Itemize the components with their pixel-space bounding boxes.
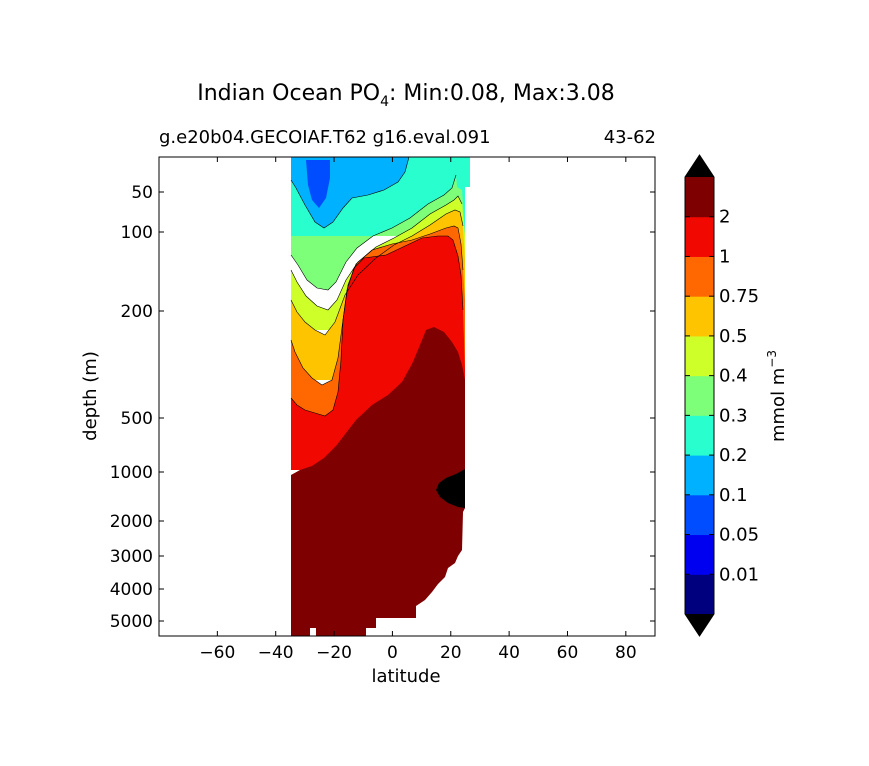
colorbar-outline — [684, 154, 715, 637]
colorbar-swatch — [685, 574, 714, 615]
y-tick-label: 500 — [121, 409, 153, 429]
y-tick-label: 50 — [131, 183, 153, 203]
colorbar-tick-label: 0.1 — [719, 485, 748, 506]
y-tick-label: 5000 — [110, 612, 153, 632]
colorbar-over-triangle — [685, 155, 714, 177]
contour-band-0.05 — [306, 160, 330, 208]
x-tick-label: 60 — [557, 643, 579, 663]
contour-band-0.3 — [291, 175, 465, 290]
x-axis-label: latitude — [371, 666, 440, 687]
chart-subtitle-left: g.e20b04.GECOIAF.T62 g16.eval.091 — [159, 127, 491, 148]
colorbar-swatch — [685, 296, 714, 337]
y-tick-label: 3000 — [110, 547, 153, 567]
contour-band-2 — [291, 327, 465, 636]
colorbar-swatch — [685, 335, 714, 377]
colorbar-tick-label: 1 — [719, 246, 730, 267]
colorbar-swatch — [685, 216, 714, 257]
colorbar-tick-label: 0.05 — [719, 525, 759, 546]
colorbar-swatch — [685, 375, 714, 416]
colorbar-tick-label: 0.01 — [719, 564, 759, 585]
colorbar-swatch — [685, 534, 714, 575]
colorbar-swatch — [685, 415, 714, 456]
chart-title: Indian Ocean PO4: Min:0.08, Max:3.08 — [197, 81, 615, 110]
colorbar-swatch — [685, 494, 714, 536]
x-axis-ticks: −60 −40 −20 0 20 40 60 80 — [199, 157, 637, 663]
colorbar-tick-label: 0.5 — [719, 326, 748, 347]
x-tick-label: −40 — [258, 643, 294, 663]
plot-frame — [158, 156, 656, 637]
chart-subtitle-right: 43-62 — [604, 127, 656, 148]
colorbar-tick-label: 0.3 — [719, 405, 748, 426]
colorbar-label: mmol m−3 — [765, 350, 789, 442]
colorbar-swatch — [685, 256, 714, 297]
contour-band-over — [436, 469, 465, 508]
y-axis-ticks: 50 100 200 500 1000 2000 3000 4000 5000 — [110, 183, 655, 632]
colorbar-tick-label: 0.2 — [719, 445, 748, 466]
y-tick-label: 2000 — [110, 512, 153, 532]
y-tick-label: 100 — [121, 223, 153, 243]
x-tick-label: 80 — [615, 643, 637, 663]
y-tick-label: 200 — [121, 302, 153, 322]
colorbar-swatch — [685, 455, 714, 496]
x-tick-label: 20 — [440, 643, 462, 663]
y-axis-label: depth (m) — [80, 351, 101, 441]
contour-lines — [290, 157, 464, 417]
x-tick-label: −60 — [199, 643, 235, 663]
colorbar-swatch — [685, 177, 714, 218]
x-tick-label: 40 — [498, 643, 520, 663]
colorbar: 0.01 0.05 0.1 0.2 0.3 0.4 0.5 0.75 1 2 — [684, 154, 759, 637]
y-tick-label: 1000 — [110, 463, 153, 483]
y-tick-label: 4000 — [110, 580, 153, 600]
colorbar-under-triangle — [685, 614, 714, 636]
colorbar-tick-label: 0.4 — [719, 366, 748, 387]
x-tick-label: −20 — [316, 643, 352, 663]
colorbar-tick-label: 2 — [719, 207, 730, 228]
colorbar-tick-label: 0.75 — [719, 286, 759, 307]
x-tick-label: 0 — [387, 643, 398, 663]
